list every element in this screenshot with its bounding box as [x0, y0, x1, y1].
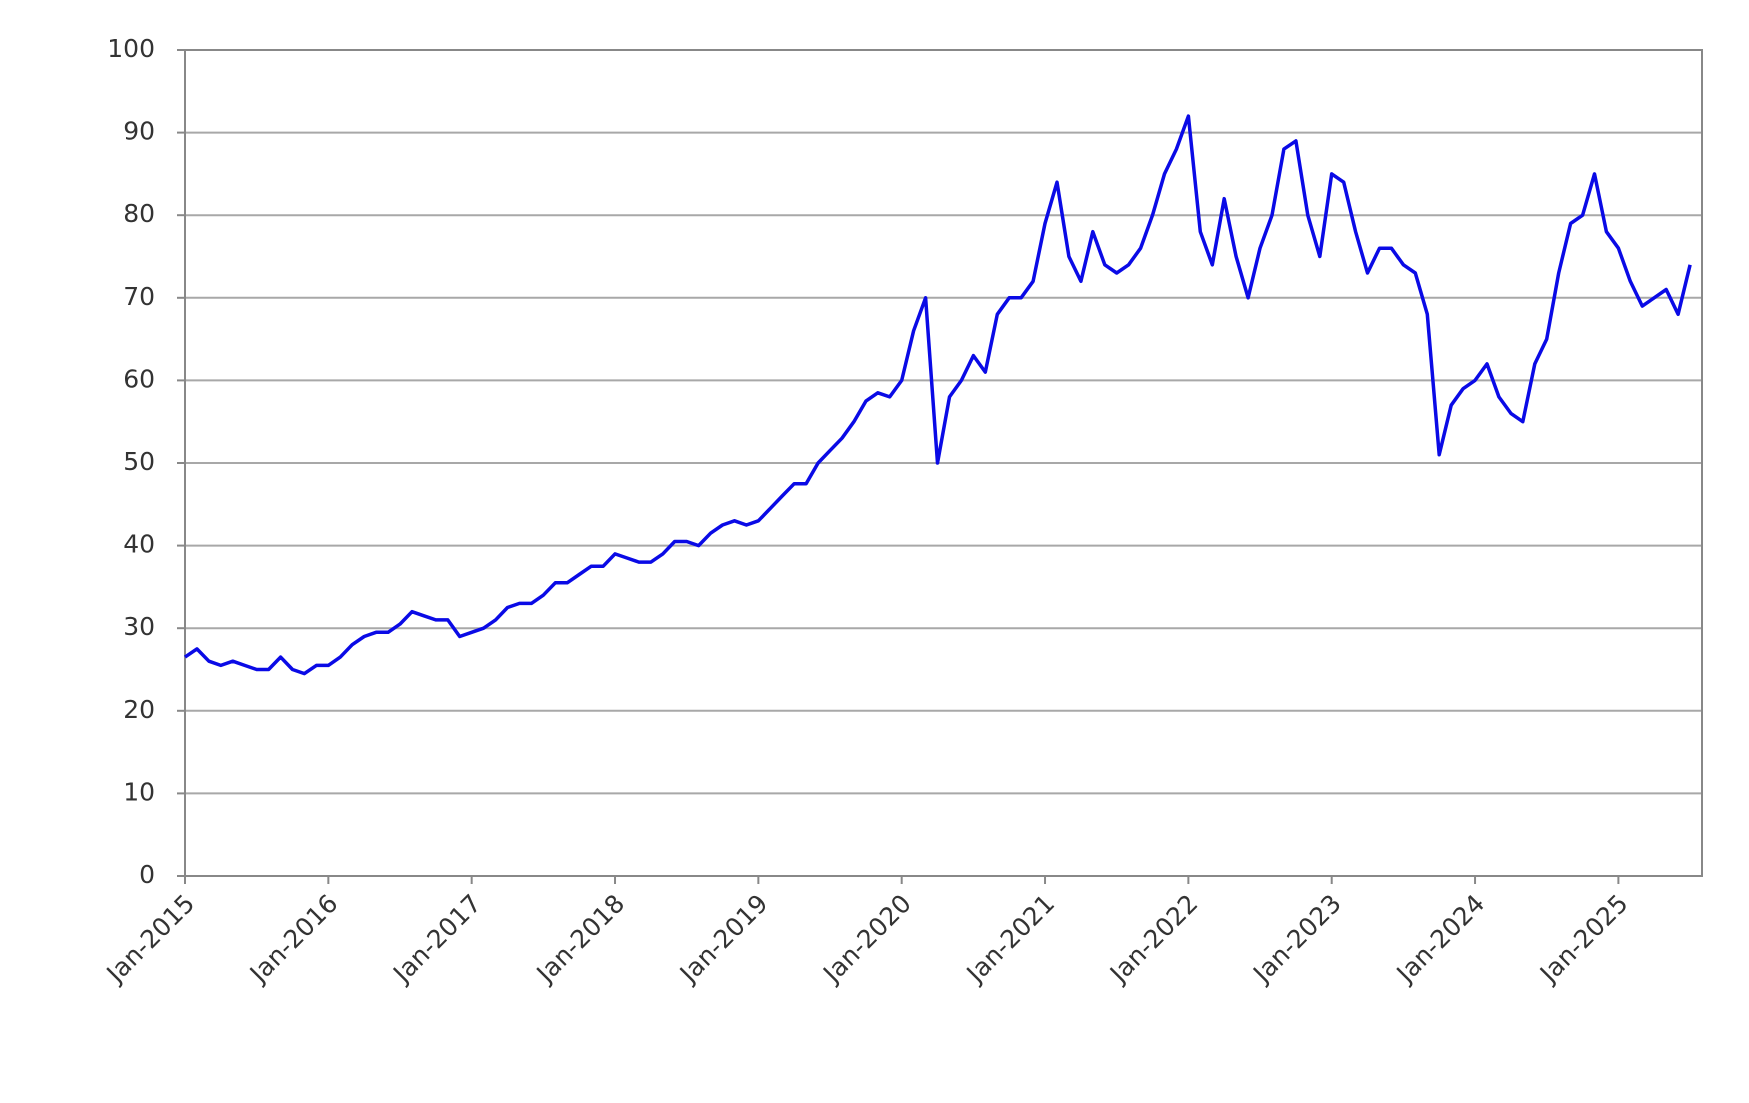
- y-tick-label: 30: [123, 612, 155, 641]
- x-tick-label: Jan-2018: [530, 889, 631, 990]
- data-line: [184, 114, 1692, 676]
- y-tick-label: 0: [139, 860, 155, 889]
- x-tick-label: Jan-2021: [960, 889, 1061, 990]
- x-tick-label: Jan-2023: [1246, 889, 1347, 990]
- x-tick-label: Jan-2017: [386, 889, 487, 990]
- x-tick-label: Jan-2019: [673, 889, 774, 990]
- x-tick-label: Jan-2016: [243, 889, 344, 990]
- y-tick-label: 60: [123, 364, 155, 393]
- x-tick-label: Jan-2022: [1103, 889, 1204, 990]
- y-tick-label: 20: [123, 695, 155, 724]
- x-tick-label: Jan-2024: [1390, 889, 1491, 990]
- y-tick-label: 50: [123, 447, 155, 476]
- x-tick-label: Jan-2025: [1533, 889, 1634, 990]
- x-tick-label: Jan-2020: [816, 889, 917, 990]
- y-tick-label: 70: [123, 282, 155, 311]
- y-tick-label: 40: [123, 530, 155, 559]
- y-tick-label: 100: [107, 34, 155, 63]
- y-tick-label: 90: [123, 117, 155, 146]
- x-tick-label: Jan-2015: [100, 889, 201, 990]
- y-tick-label: 10: [123, 777, 155, 806]
- plot-border: [184, 49, 1703, 877]
- y-tick-label: 80: [123, 199, 155, 228]
